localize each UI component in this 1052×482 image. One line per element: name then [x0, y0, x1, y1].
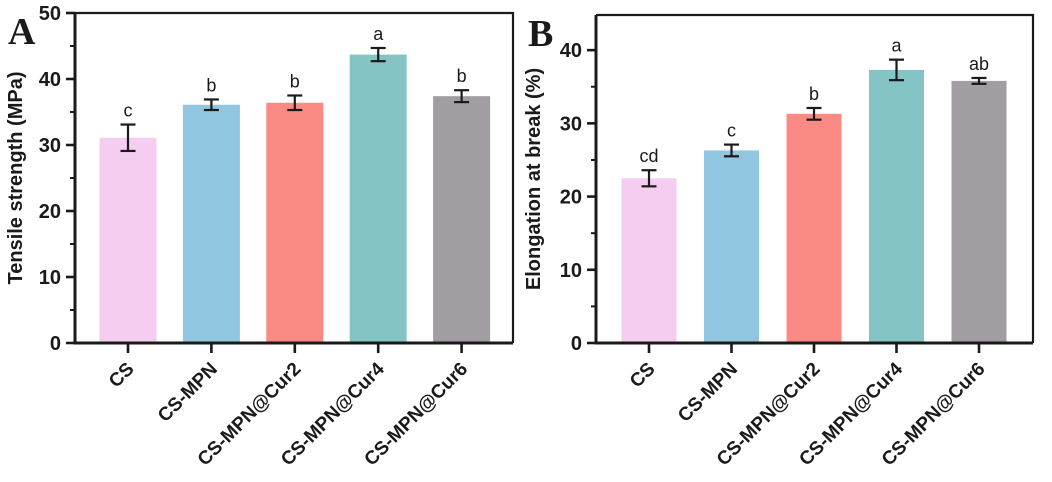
bar-cs-mpn: [704, 150, 759, 343]
panel-label-a: A: [8, 11, 36, 53]
bar-cs-mpn@cur4: [349, 54, 407, 344]
bar-cs-mpn@cur6: [951, 80, 1007, 344]
bar-cs-mpn@cur4: [869, 69, 924, 344]
y-axis-title: Tensile strength (MPa): [5, 72, 27, 285]
sig-letter: b: [809, 84, 819, 104]
x-category-label: CS: [105, 359, 139, 393]
sig-letter: b: [457, 66, 467, 86]
sig-letter: cd: [639, 146, 658, 166]
bar-cs-mpn: [182, 104, 240, 344]
sig-letter: b: [206, 75, 216, 95]
sig-letter: b: [290, 72, 300, 92]
y-tick-label: 30: [560, 113, 582, 135]
panel-a: 0 10 20 30 40 50 Tensile strength (MPa) c CS b CS-…: [5, 3, 515, 470]
plot-frame: [596, 13, 1035, 343]
y-tick-label: 0: [50, 333, 61, 355]
panel-label-b: B: [528, 13, 554, 55]
y-tick-label: 0: [571, 333, 582, 355]
bar-cs: [99, 137, 157, 343]
panel-b: 0 10 20 30 40 Elongation at break (%) cd CS c CS-…: [523, 13, 1035, 470]
y-axis-title: Elongation at break (%): [523, 68, 545, 290]
sig-letter: c: [124, 101, 133, 121]
y-tick-label: 30: [39, 135, 61, 157]
y-tick-label: 10: [39, 267, 61, 289]
y-tick-label: 40: [39, 69, 61, 91]
x-category-label: CS-MPN: [154, 359, 222, 427]
bar-cs-mpn@cur2: [786, 113, 842, 343]
y-tick-label: 50: [39, 3, 61, 25]
bar-cs-mpn@cur2: [266, 102, 324, 343]
x-category-label: CS-MPN: [674, 359, 742, 427]
x-category-label: CS: [626, 359, 660, 393]
sig-letter: a: [891, 36, 902, 56]
sig-letter: ab: [969, 54, 989, 74]
sig-letter: a: [373, 24, 384, 44]
y-tick-label: 40: [560, 40, 582, 62]
y-tick-label: 20: [39, 201, 61, 223]
bar-cs: [621, 178, 677, 343]
plot-frame: [75, 11, 515, 343]
sig-letter: c: [727, 121, 736, 141]
y-tick-label: 20: [560, 187, 582, 209]
y-tick-label: 10: [560, 260, 582, 282]
bar-cs-mpn@cur6: [433, 96, 491, 343]
